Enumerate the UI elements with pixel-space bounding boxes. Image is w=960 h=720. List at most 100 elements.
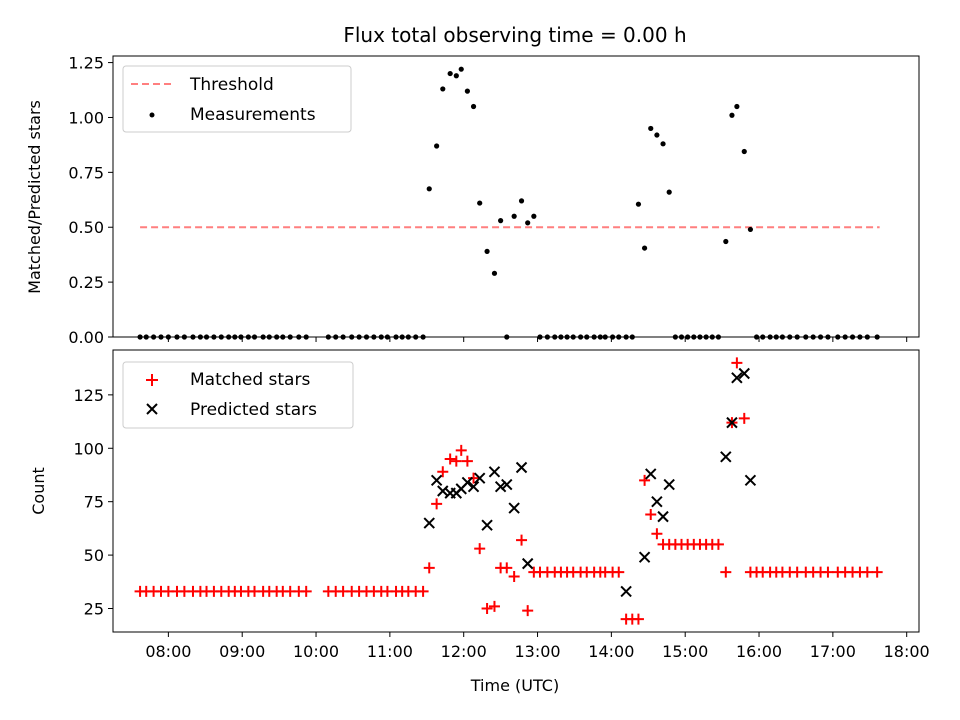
measurement-point <box>552 334 558 340</box>
top-series <box>137 66 880 340</box>
measurement-point <box>817 334 824 340</box>
measurement-point <box>491 270 498 276</box>
measurement-point <box>251 334 258 340</box>
matched-star-point <box>444 453 456 465</box>
measurement-point <box>464 88 470 94</box>
x-tick-label: 14:00 <box>588 642 634 661</box>
measurement-point <box>635 201 642 207</box>
matched-star-point <box>651 528 663 540</box>
measurement-point <box>518 198 525 204</box>
y-tick-label: 25 <box>84 600 104 619</box>
measurement-point <box>378 334 384 340</box>
matched-star-point <box>501 562 513 574</box>
measurement-point <box>591 334 597 340</box>
measurement-point <box>266 334 272 340</box>
measurement-point <box>363 334 370 340</box>
top-y-ticks: 0.00 0.25 0.50 0.75 1.00 1.25 <box>68 54 113 347</box>
measurement-point <box>413 334 419 340</box>
measurement-point <box>672 334 678 340</box>
x-tick-label: 09:00 <box>219 642 265 661</box>
measurement-point <box>274 334 280 340</box>
predicted-star-point <box>651 495 663 508</box>
x-tick-label: 13:00 <box>514 642 560 661</box>
measurement-point <box>504 334 510 340</box>
measurement-point <box>760 334 766 340</box>
measurement-point <box>747 226 754 233</box>
measurement-point <box>203 334 210 340</box>
measurement-point <box>470 103 477 110</box>
measurement-point <box>447 70 453 77</box>
measurement-point <box>245 334 251 340</box>
measurement-point <box>842 334 848 340</box>
measurement-point <box>835 334 841 340</box>
bottom-axes: 25 50 75 100 125 08:00 09:00 10:00 11:00 12:00 13… <box>29 349 930 695</box>
matched-star-point <box>871 566 883 578</box>
measurement-point <box>609 334 616 340</box>
measurement-point <box>218 334 224 340</box>
predicted-star-point <box>731 372 743 384</box>
measurement-point <box>158 334 164 340</box>
top-chart-title: Flux total observing time = 0.00 h <box>343 23 686 47</box>
measurement-point <box>734 103 740 110</box>
predicted-star-point <box>515 461 528 474</box>
measurement-point <box>426 186 432 192</box>
predicted-star-point <box>720 451 732 463</box>
predicted-star-point <box>657 510 669 523</box>
top-axes: 0.00 0.25 0.50 0.75 1.00 1.25 Matched/Predict… <box>25 54 920 347</box>
legend-threshold-label: Threshold <box>189 75 274 95</box>
top-legend-box <box>122 65 352 133</box>
measurement-point <box>174 334 180 340</box>
measurement-point <box>511 213 517 219</box>
measurement-point <box>151 334 157 340</box>
y-tick-label: 100 <box>73 439 104 458</box>
matched-star-point <box>461 455 473 467</box>
x-tick-label: 10:00 <box>293 642 339 661</box>
matched-star-point <box>738 412 750 424</box>
x-tick-label: 15:00 <box>662 642 708 661</box>
matched-star-point <box>437 466 449 478</box>
measurement-point <box>641 245 648 251</box>
measurement-point <box>794 334 800 340</box>
measurement-point <box>165 334 171 340</box>
measurement-point <box>399 334 405 340</box>
x-tick-label: 17:00 <box>810 642 856 661</box>
measurement-point <box>753 334 760 340</box>
x-tick-label: 11:00 <box>367 642 413 661</box>
bottom-x-ticks: 08:00 09:00 10:00 11:00 12:00 13:00 14:00 15:00… <box>145 632 930 661</box>
measurement-point <box>384 334 391 340</box>
predicted-star-point <box>508 502 520 514</box>
measurement-point <box>197 334 203 340</box>
matched-star-point <box>450 455 462 467</box>
y-tick-label: 75 <box>84 493 104 512</box>
matched-star-point <box>731 357 743 369</box>
legend-measurements-swatch <box>149 112 155 118</box>
measurement-point <box>296 334 302 340</box>
y-tick-label: 1.00 <box>68 108 104 127</box>
matched-star-point <box>455 444 467 456</box>
top-axes-frame <box>112 55 920 338</box>
matched-star-point <box>632 613 644 625</box>
measurement-point <box>484 248 490 254</box>
measurement-point <box>544 334 550 340</box>
measurement-point <box>715 334 722 340</box>
predicted-star-point <box>437 485 449 497</box>
measurement-point <box>729 112 735 118</box>
measurement-point <box>325 334 331 340</box>
matched-star-point <box>300 585 312 597</box>
bottom-y-ticks: 25 50 75 100 125 <box>73 386 113 619</box>
measurement-point <box>578 334 584 340</box>
y-tick-label: 0.75 <box>68 163 104 182</box>
measurement-point <box>685 334 691 340</box>
measurement-point <box>238 334 244 340</box>
measurement-point <box>226 334 232 340</box>
measurement-point <box>558 334 564 340</box>
y-tick-label: 125 <box>73 386 104 405</box>
measurement-point <box>434 143 440 149</box>
x-tick-label: 12:00 <box>441 642 487 661</box>
measurement-point <box>260 334 266 340</box>
measurement-point <box>864 334 870 340</box>
measurement-point <box>803 334 809 340</box>
measurement-point <box>623 334 629 340</box>
bottom-axes-frame <box>112 349 920 633</box>
